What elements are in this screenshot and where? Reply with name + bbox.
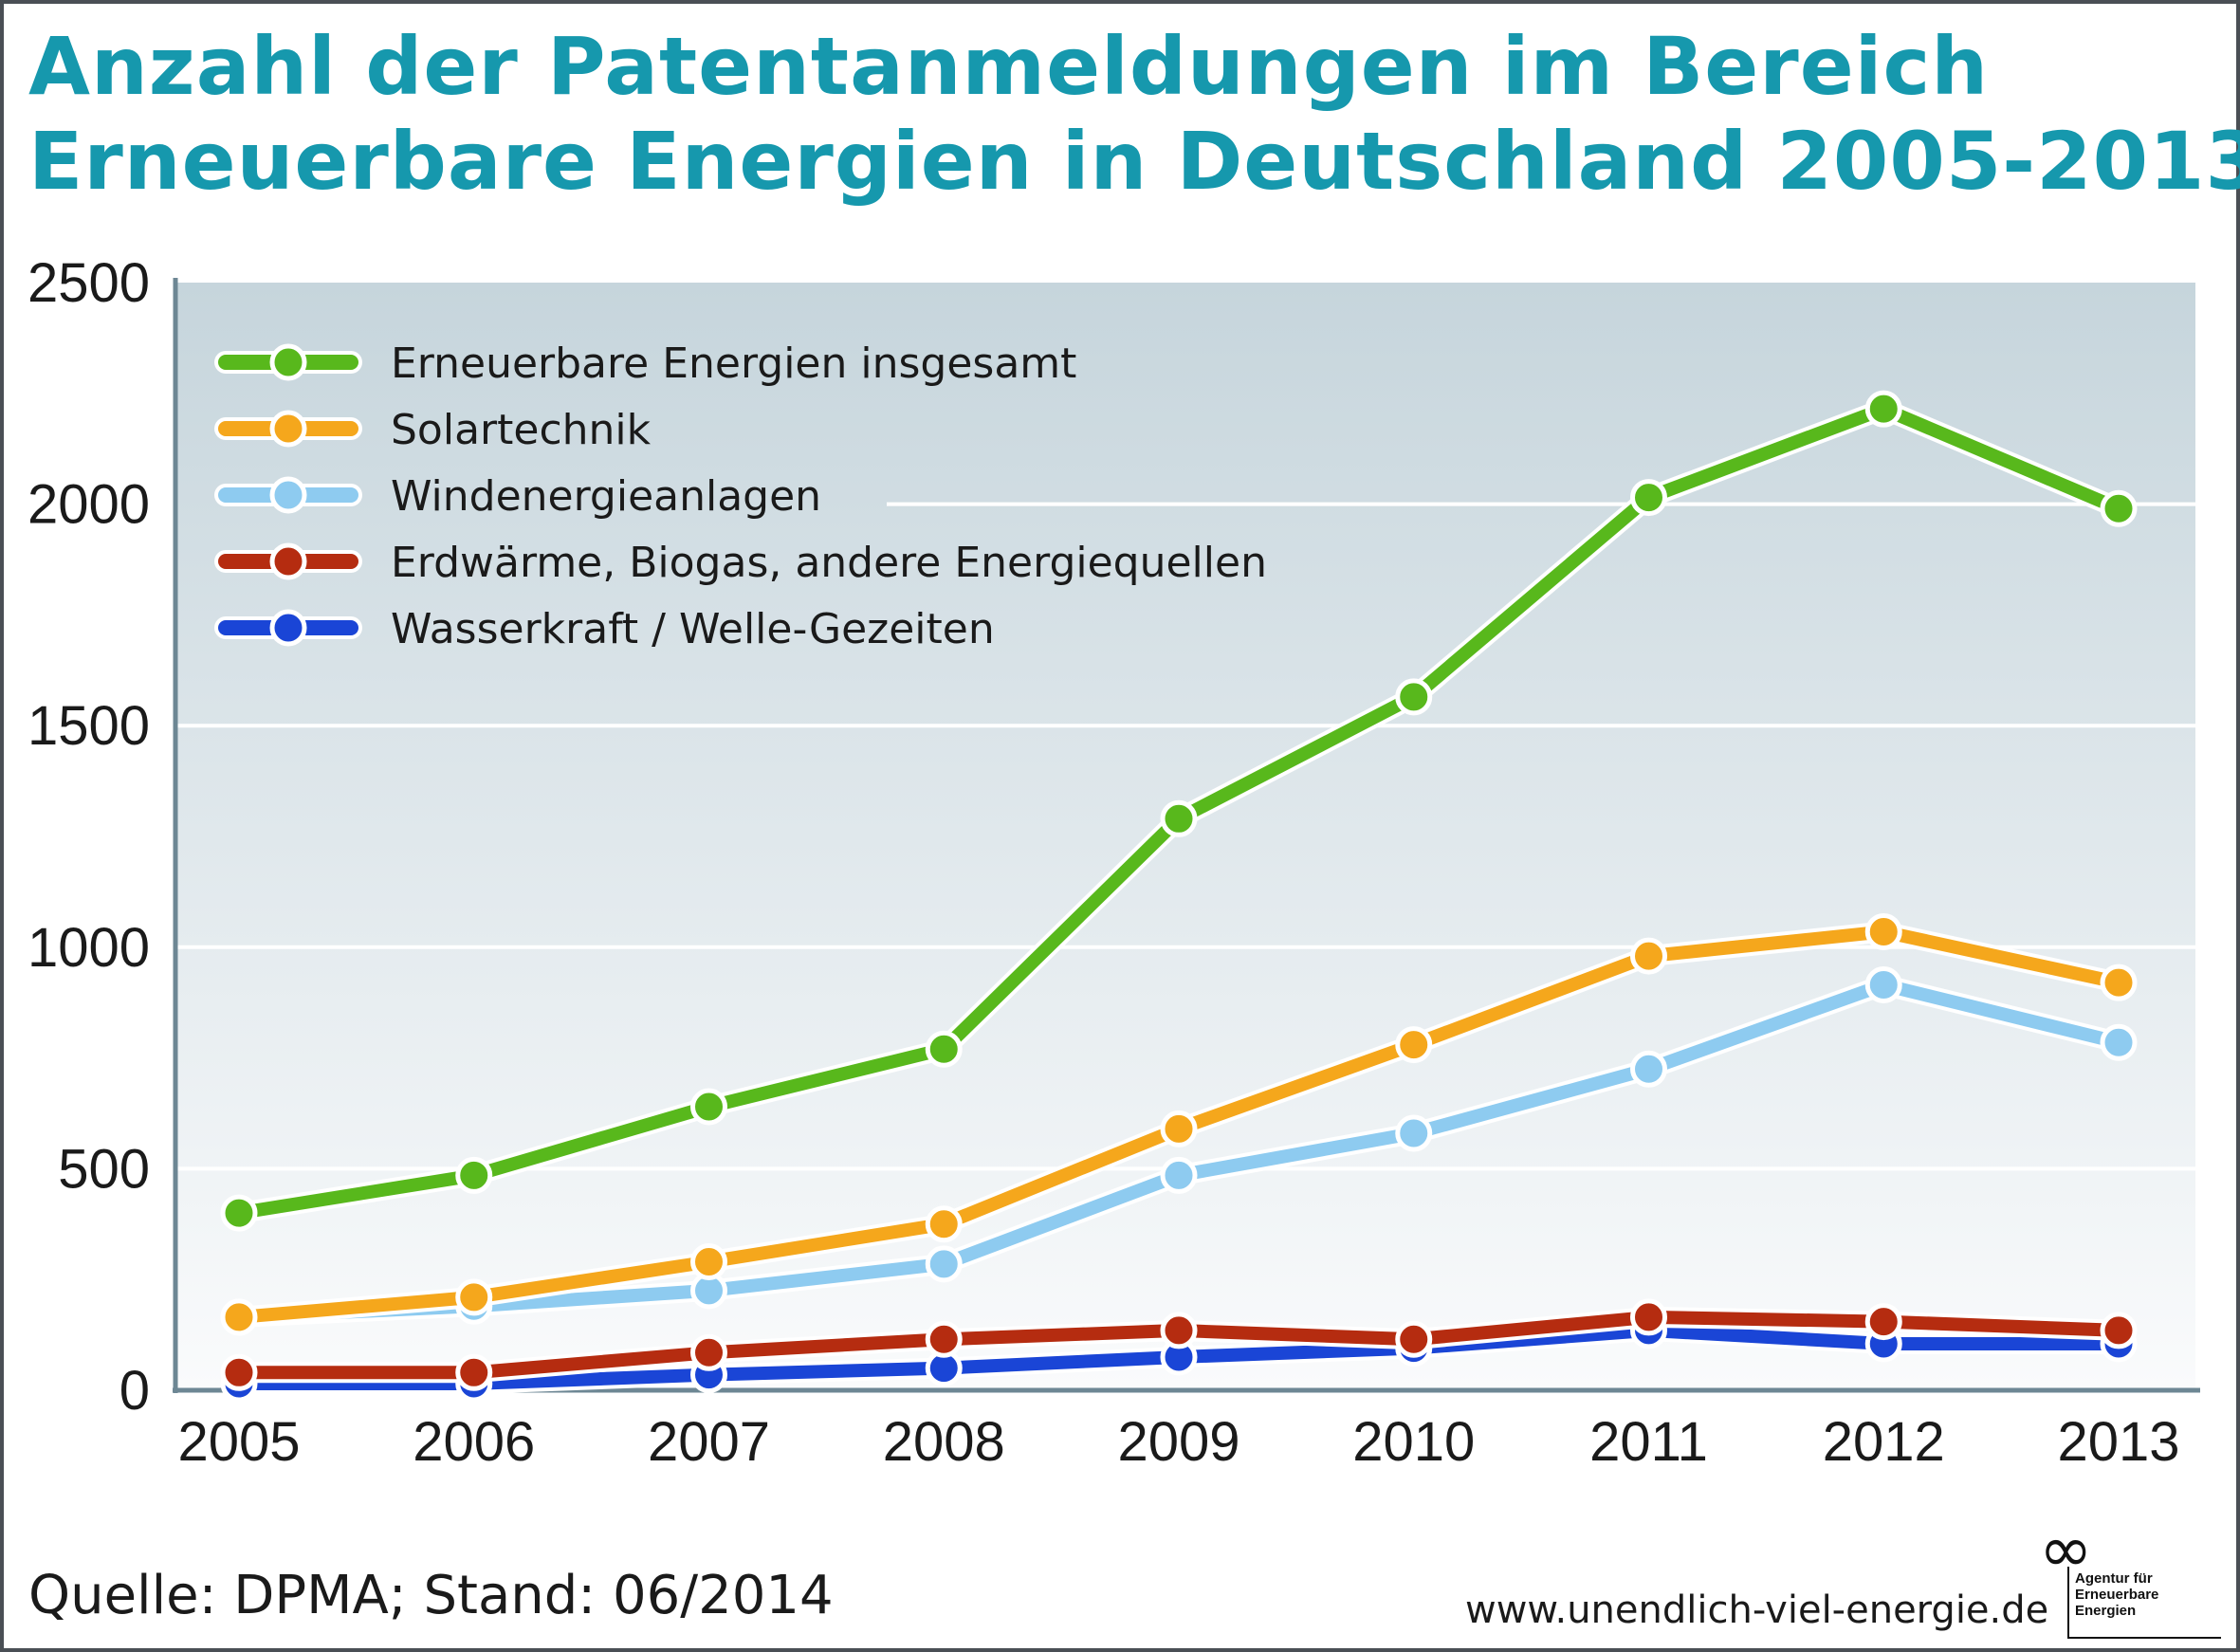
data-point [1395,678,1433,716]
infinity-icon: ∞ [2039,1513,2093,1588]
y-tick-label: 500 [58,1138,150,1200]
legend-label: Erneuerbare Energien insgesamt [391,340,1076,388]
legend-entry: Windenergieanlagen [214,472,821,521]
data-point [220,1298,258,1336]
y-tick-label: 1000 [28,917,150,979]
data-point [2100,489,2138,527]
legend-entry: Erneuerbare Energien insgesamt [214,340,1076,388]
legend-label: Wasserkraft / Welle-Gezeiten [391,605,995,653]
plot-area [175,283,2195,1390]
logo-text: Agentur für Erneuerbare Energien [2075,1570,2217,1619]
y-tick-label: 2500 [28,252,150,314]
legend-label: Erdwärme, Biogas, andere Energiequellen [391,539,1267,587]
data-point [1160,799,1198,837]
data-point [690,1088,727,1126]
data-point [1395,1114,1433,1152]
logo-frame [2067,1567,2221,1639]
data-point [1864,912,1902,950]
data-point [1864,966,1902,1004]
data-point [455,1156,493,1194]
data-point [2100,1312,2138,1349]
series-4 [220,1298,2138,1391]
data-point [1160,1312,1198,1349]
legend-label: Windenergieanlagen [391,472,821,521]
data-point [220,1194,258,1232]
x-tick-label: 2013 [2057,1411,2179,1473]
data-point [1395,1320,1433,1358]
legend-marker [269,609,307,647]
series-1 [220,390,2138,1232]
legend-label: Solartechnik [391,406,652,454]
legend-marker [269,542,307,580]
data-point [220,1353,258,1391]
series-3 [220,966,2138,1336]
legend-entry: Wasserkraft / Welle-Gezeiten [214,605,995,653]
data-point [925,1205,963,1243]
x-tick-label: 2006 [413,1411,535,1473]
data-point [1630,1298,1667,1336]
logo-line-2: Erneuerbare [2075,1587,2159,1603]
data-point [1630,1050,1667,1088]
legend-marker [269,410,307,448]
x-tick-label: 2005 [177,1411,300,1473]
data-point [925,1320,963,1358]
legend-entry: Solartechnik [214,406,652,454]
data-point [455,1353,493,1391]
data-point [1630,479,1667,517]
data-point [2100,1023,2138,1061]
legend-marker [269,343,307,381]
data-point [1160,1156,1198,1194]
data-point [2100,964,2138,1001]
y-tick-label: 2000 [28,474,150,536]
x-tick-label: 2012 [1823,1411,1945,1473]
data-point [1864,1303,1902,1341]
data-point [1630,937,1667,975]
x-tick-label: 2011 [1589,1411,1708,1473]
series-2 [220,912,2138,1336]
data-point [1395,1026,1433,1064]
x-tick-label: 2007 [648,1411,770,1473]
data-point [1864,390,1902,428]
agency-logo: ∞ Agentur für Erneuerbare Energien [2029,1517,2224,1641]
data-point [925,1245,963,1283]
legend-marker [269,476,307,514]
x-tick-label: 2008 [883,1411,1005,1473]
title-line-1: Anzahl der Patentanmeldungen im Bereich [28,20,1990,113]
x-tick-label: 2010 [1352,1411,1475,1473]
logo-line-3: Energien [2075,1603,2137,1619]
y-tick-label: 1500 [28,695,150,757]
data-point [1160,1110,1198,1147]
website-url[interactable]: www.unendlich-viel-energie.de [1465,1588,2049,1632]
title-line-2: Erneuerbare Energien in Deutschland 2005… [28,115,2240,208]
data-point [455,1278,493,1316]
legend-entry: Erdwärme, Biogas, andere Energiequellen [214,539,1267,587]
y-tick-label: 0 [119,1360,150,1422]
chart-title: Anzahl der Patentanmeldungen im Bereich … [28,19,2240,209]
x-tick-label: 2009 [1117,1411,1239,1473]
logo-line-1: Agentur für [2075,1570,2153,1587]
data-point [925,1030,963,1068]
source-note: Quelle: DPMA; Stand: 06/2014 [28,1565,834,1626]
data-point [690,1333,727,1371]
data-point [690,1243,727,1281]
